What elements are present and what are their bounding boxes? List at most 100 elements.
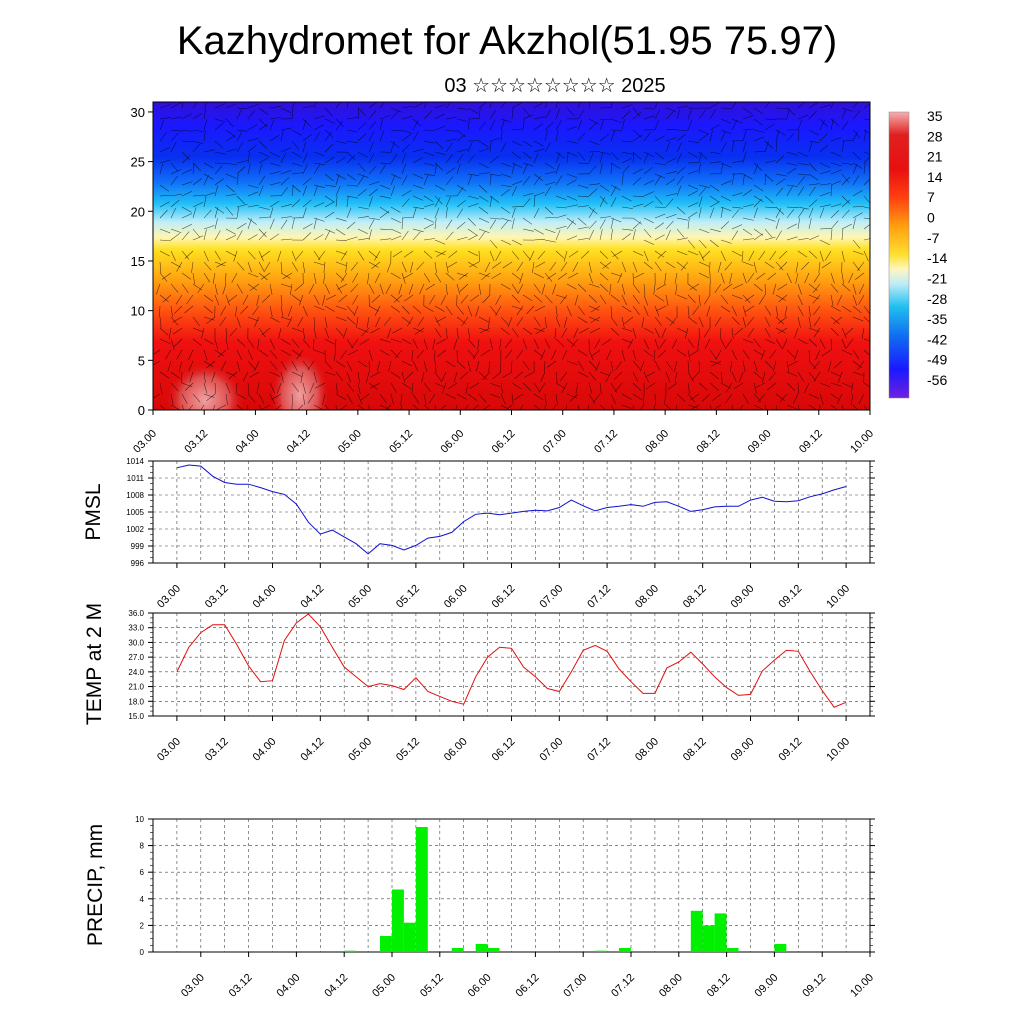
wind-barb [176, 349, 183, 360]
wind-barb [203, 349, 208, 361]
heatmap-x-tick-label: 09.00 [746, 428, 774, 456]
wind-barb [236, 195, 245, 205]
wind-barb [346, 371, 351, 383]
wind-barb [775, 130, 780, 142]
wind-barb [577, 360, 585, 371]
wind-barb [741, 250, 744, 263]
wind-barb [225, 393, 228, 405]
wind-barb [280, 219, 288, 230]
wind-barb [665, 371, 671, 383]
wind-barb [228, 371, 238, 380]
wind-barb [621, 119, 625, 131]
wind-barb [560, 371, 568, 381]
wind-barb [720, 195, 731, 202]
wind-barb [401, 190, 412, 197]
wind-barb [533, 148, 545, 153]
wind-barb [533, 327, 545, 332]
wind-barb [367, 272, 370, 284]
wind-barb [346, 221, 356, 230]
wind-barb [687, 294, 696, 304]
wind-barb [357, 382, 361, 394]
wind-barb [159, 163, 164, 175]
wind-barb [500, 283, 511, 290]
wind-barb [313, 305, 325, 311]
colorbar-label: -35 [927, 311, 947, 327]
wind-barb [819, 118, 828, 128]
wind-barb [222, 283, 227, 295]
wind-barb [544, 294, 553, 304]
wind-barb [291, 393, 294, 406]
wind-barb [236, 261, 245, 271]
wind-barb [489, 155, 499, 164]
wind-barb [511, 128, 523, 131]
wind-barb [511, 272, 521, 281]
wind-barb [247, 316, 259, 322]
wind-barb [225, 250, 236, 257]
wind-barb [478, 108, 481, 120]
wind-barb [742, 174, 745, 186]
wind-barb [621, 157, 633, 164]
wind-barb [445, 360, 456, 368]
wind-barb [742, 305, 747, 317]
wind-barb [621, 228, 633, 231]
precip-y-label: PRECIP, mm [84, 824, 107, 946]
wind-barb [753, 129, 765, 133]
wind-barb [590, 316, 601, 323]
wind-barb [159, 201, 170, 208]
wind-barb [588, 102, 591, 109]
wind-barb [830, 404, 838, 410]
wind-barb [786, 132, 795, 142]
wind-barb [863, 130, 867, 142]
wind-barb [412, 206, 424, 210]
wind-barb [225, 228, 236, 235]
wind-barb [742, 115, 754, 120]
wind-barb [220, 305, 227, 316]
wind-barb [252, 305, 260, 316]
wind-barb [794, 349, 799, 361]
wind-barb [368, 196, 373, 208]
wind-barb [703, 327, 711, 338]
wind-barb [434, 261, 437, 273]
wind-barb [731, 160, 743, 164]
wind-barb [577, 371, 589, 378]
wind-barb [181, 102, 184, 109]
wind-barb [572, 261, 579, 272]
wind-barb [456, 305, 465, 315]
wind-barb [731, 174, 735, 186]
wind-barb [453, 338, 458, 350]
wind-barb [192, 338, 202, 347]
wind-barb [852, 212, 863, 219]
wind-barb [280, 177, 290, 186]
wind-barb [214, 283, 218, 295]
wind-barb [467, 173, 479, 176]
wind-barb [797, 186, 805, 197]
wind-barb [401, 129, 413, 134]
wind-barb [181, 213, 193, 219]
wind-barb [346, 316, 356, 325]
wind-barb [555, 393, 558, 405]
wind-barb [467, 154, 476, 164]
precip-bar [774, 944, 787, 952]
wind-barb [291, 199, 301, 208]
wind-barb [225, 206, 234, 216]
wind-barb [709, 360, 721, 365]
wind-barb [280, 360, 287, 371]
wind-barb [478, 250, 480, 263]
wind-barb [482, 404, 491, 410]
wind-barb [203, 174, 209, 186]
wind-barb [522, 114, 534, 120]
wind-barb [236, 404, 244, 410]
wind-barb [709, 228, 721, 232]
heatmap-y-tick-label: 15 [131, 254, 145, 269]
wind-barb [203, 162, 214, 169]
wind-barb [192, 194, 205, 197]
wind-barb [764, 173, 767, 186]
wind-barb [621, 393, 632, 400]
wind-barb [280, 294, 283, 306]
wind-barb [159, 209, 168, 219]
wind-barb [588, 305, 600, 311]
wind-barb [275, 404, 282, 410]
wind-barb [401, 175, 408, 186]
wind-barb [555, 163, 560, 175]
wind-barb [323, 272, 326, 284]
